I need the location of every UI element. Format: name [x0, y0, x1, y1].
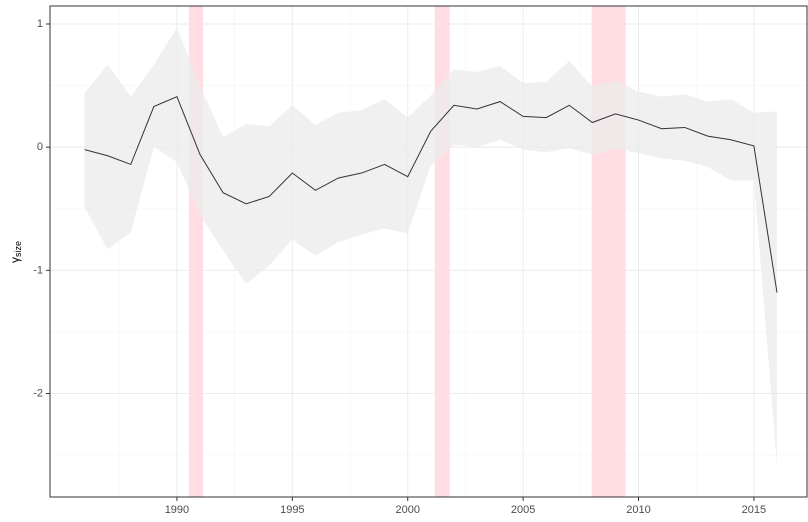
line [84, 96, 778, 293]
y-label-subscript: size [13, 241, 23, 257]
panel-border [49, 5, 808, 498]
x-tick-label: 2015 [742, 504, 766, 516]
x-tick-label: 2010 [626, 504, 650, 516]
x-tick-label: 1990 [165, 504, 189, 516]
recession-band [591, 6, 626, 497]
confidence-band [84, 27, 777, 465]
y-label-symbol: γ [8, 257, 22, 263]
y-tick-label: -1 [33, 264, 43, 276]
x-tick-label: 2000 [395, 504, 419, 516]
x-tick-label: 2005 [511, 504, 535, 516]
y-tick-label: -2 [33, 387, 43, 399]
y-axis-label: γsize [8, 241, 23, 263]
y-tick-label: 0 [37, 141, 43, 153]
x-tick-label: 1995 [280, 504, 304, 516]
y-tick-label: 1 [37, 18, 43, 30]
